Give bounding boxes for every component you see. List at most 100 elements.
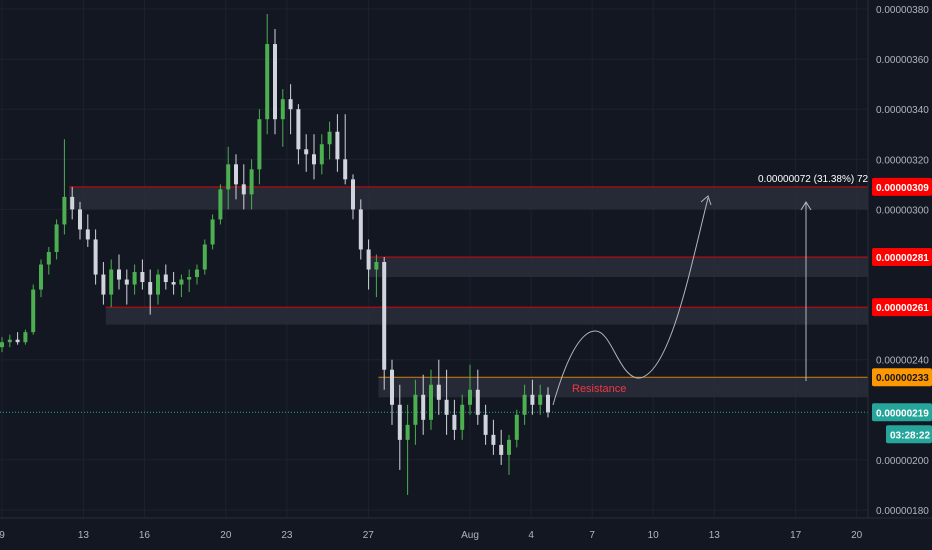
candle-body [475,389,480,415]
candle-body [78,209,82,230]
zone-box [105,307,868,325]
candle-body [210,219,215,245]
x-tick-label: 23 [281,530,293,541]
candle-body [538,394,543,405]
candle-body [319,144,324,165]
candle-body [366,249,371,270]
y-axis-ticks[interactable]: 0.00000380 0.00000360 0.00000340 0.00000320… [876,5,929,517]
resistance-label: Resistance [572,383,626,395]
candle-body [312,154,316,165]
candle-body [296,109,301,150]
candle-body [304,149,309,155]
projection-curve [552,197,709,406]
candle-body [179,279,184,285]
candle-body [171,282,176,285]
y-tick-label: 0.00000360 [876,55,929,66]
price-tag-label: 0.00000309 [876,183,929,194]
candle-body [148,282,153,295]
candle-body [265,44,270,120]
candle-body [7,339,12,343]
candle-body [226,164,231,190]
candle-body [507,439,511,455]
zone-box [378,377,868,398]
x-axis-ticks[interactable]: 9 13 16 20 23 27 Aug 4 7 10 13 17 20 [0,530,863,541]
candle-body [514,414,519,440]
candle-body [273,44,277,120]
candle-body [39,264,43,290]
y-tick-label: 0.00000320 [876,155,929,166]
price-tag-label: 0.00000219 [876,408,929,419]
axis-borders [0,0,932,519]
x-tick-label: 27 [363,530,375,541]
candle-body [436,384,441,400]
price-tag [872,403,932,422]
candle-body [499,444,504,455]
price-tag [872,177,932,196]
candle-body [280,99,285,120]
candle-body [132,272,137,285]
candle-body [421,394,426,420]
candle-body [156,274,160,295]
x-tick-label: 20 [851,530,863,541]
candle-body [452,414,457,430]
candle-body [117,269,121,280]
candle-body [101,274,106,295]
x-tick-label: Aug [461,530,479,541]
price-tag-label: 0.00000233 [876,373,929,384]
countdown-tag [886,425,932,444]
y-tick-label: 0.00000240 [876,356,929,367]
candle-body [491,434,496,445]
x-tick-label: 13 [78,530,90,541]
candle-body [358,209,363,250]
measure-arrowhead [800,201,812,211]
candle-body [351,179,355,210]
candle-body [241,184,246,195]
support-resistance-zones [0,186,868,413]
candlestick-series [0,14,550,495]
price-tags: 0.00000309 0.00000281 0.00000261 0.00000233… [872,177,932,444]
candle-body [335,131,340,160]
candle-body [234,164,238,185]
countdown-label: 03:28:22 [890,430,930,441]
x-tick-label: 16 [139,530,151,541]
candle-body [343,159,348,180]
x-tick-label: 9 [0,530,5,541]
candle-body [23,332,28,343]
candle-body [249,169,254,195]
candle-body [397,404,402,440]
zone-box [69,186,868,210]
price-tag [872,247,932,266]
candle-body [163,274,168,283]
candle-body [327,131,332,145]
candle-body [15,339,20,343]
y-tick-label: 0.00000180 [876,506,929,517]
candle-body [0,342,4,348]
candle-body [140,272,145,283]
zone-box [368,256,868,278]
y-tick-label: 0.00000340 [876,105,929,116]
measure-label: 0.00000072 (31.38%) 72 [758,174,869,185]
candle-body [444,399,449,415]
candle-body [382,262,387,370]
candle-body [522,394,527,415]
candle-body [46,251,51,265]
drawing-layer: 0.00000072 (31.38%) 72 Resistance [552,174,869,406]
x-tick-label: 10 [648,530,660,541]
candle-body [93,239,98,275]
candle-body [405,424,410,440]
candle-body [85,229,90,240]
x-tick-label: 7 [589,530,595,541]
candle-body [31,289,36,333]
candle-body [413,394,418,425]
candle-body [62,196,67,225]
price-tag [872,368,932,387]
x-tick-label: 17 [790,530,802,541]
candle-body [54,224,59,252]
candle-body [70,196,75,210]
candle-body [468,389,472,405]
candle-body [202,244,207,270]
candle-body [530,394,535,405]
price-tag-label: 0.00000261 [876,303,929,314]
x-tick-label: 4 [528,530,534,541]
